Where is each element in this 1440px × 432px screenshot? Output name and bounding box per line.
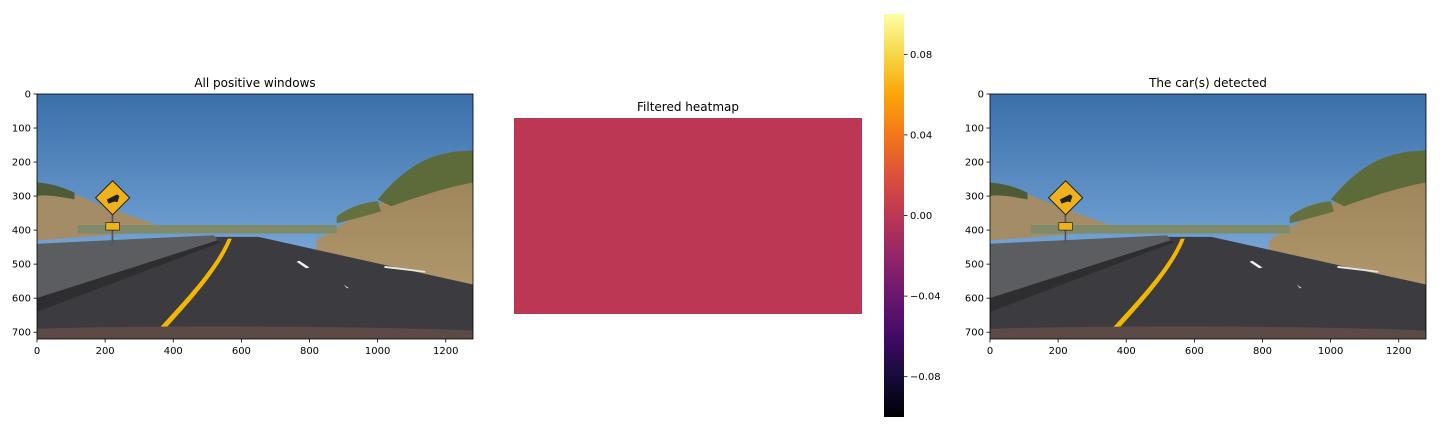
panel3-ytick-label-0: 0 (978, 90, 984, 101)
colorbar-tick-label-4: −0.08 (910, 372, 941, 383)
panel3-ytick-label-3: 300 (965, 192, 984, 203)
panel3-ytick-label-4: 400 (965, 226, 984, 237)
panel3-axes-frame (989, 93, 1427, 340)
panel3-ytick-label-2: 200 (965, 158, 984, 169)
colorbar-tick-label-0: 0.08 (910, 50, 932, 61)
panel3-ytick-label-1: 100 (965, 124, 984, 135)
panel1-xtick-label-5: 1000 (365, 346, 390, 357)
panel3-xtick-label-2: 400 (1117, 346, 1136, 357)
panel1-xtick-label-0: 0 (34, 346, 40, 357)
panel3-xtick-label-1: 200 (1049, 346, 1068, 357)
panel3-title: The car(s) detected (1149, 76, 1267, 90)
panel2-title: Filtered heatmap (637, 100, 739, 114)
panel3-ytick-label-5: 500 (965, 260, 984, 271)
panel1-ytick-label-6: 600 (12, 294, 31, 305)
colorbar-tick-label-1: 0.04 (910, 130, 932, 141)
colorbar-tick-label-3: −0.04 (910, 292, 941, 303)
panel3-ytick-label-7: 700 (965, 328, 984, 339)
panel1-xtick-label-4: 800 (300, 346, 319, 357)
panel1-ytick-label-0: 0 (25, 90, 31, 101)
panel3-ytick-label-6: 600 (965, 294, 984, 305)
panel1-ytick-label-5: 500 (12, 260, 31, 271)
panel1-ytick-label-2: 200 (12, 158, 31, 169)
panel3-road-scene (989, 93, 1427, 340)
panel3-xtick-label-4: 800 (1253, 346, 1272, 357)
panel1-title: All positive windows (194, 76, 316, 90)
panel3-image (989, 93, 1427, 340)
panel1-image (36, 93, 474, 340)
panel3-xtick-label-6: 1200 (1386, 346, 1411, 357)
panel1-ytick-label-4: 400 (12, 226, 31, 237)
panel1-xtick-label-2: 400 (164, 346, 183, 357)
panel1-xtick-label-3: 600 (232, 346, 251, 357)
colorbar-tick-label-2: 0.00 (910, 211, 932, 222)
panel3-xtick-label-5: 1000 (1318, 346, 1343, 357)
panel1-axes-frame (36, 93, 474, 340)
panel1-ytick-label-7: 700 (12, 328, 31, 339)
panel1-xtick-label-1: 200 (96, 346, 115, 357)
panel3-xtick-label-0: 0 (987, 346, 993, 357)
panel3-xtick-label-3: 600 (1185, 346, 1204, 357)
panel1-ytick-label-1: 100 (12, 124, 31, 135)
panel1-road-scene (36, 93, 474, 340)
colorbar-gradient (884, 14, 904, 417)
heatmap-cell (514, 118, 862, 314)
panel1-xtick-label-6: 1200 (433, 346, 458, 357)
panel1-ytick-label-3: 300 (12, 192, 31, 203)
